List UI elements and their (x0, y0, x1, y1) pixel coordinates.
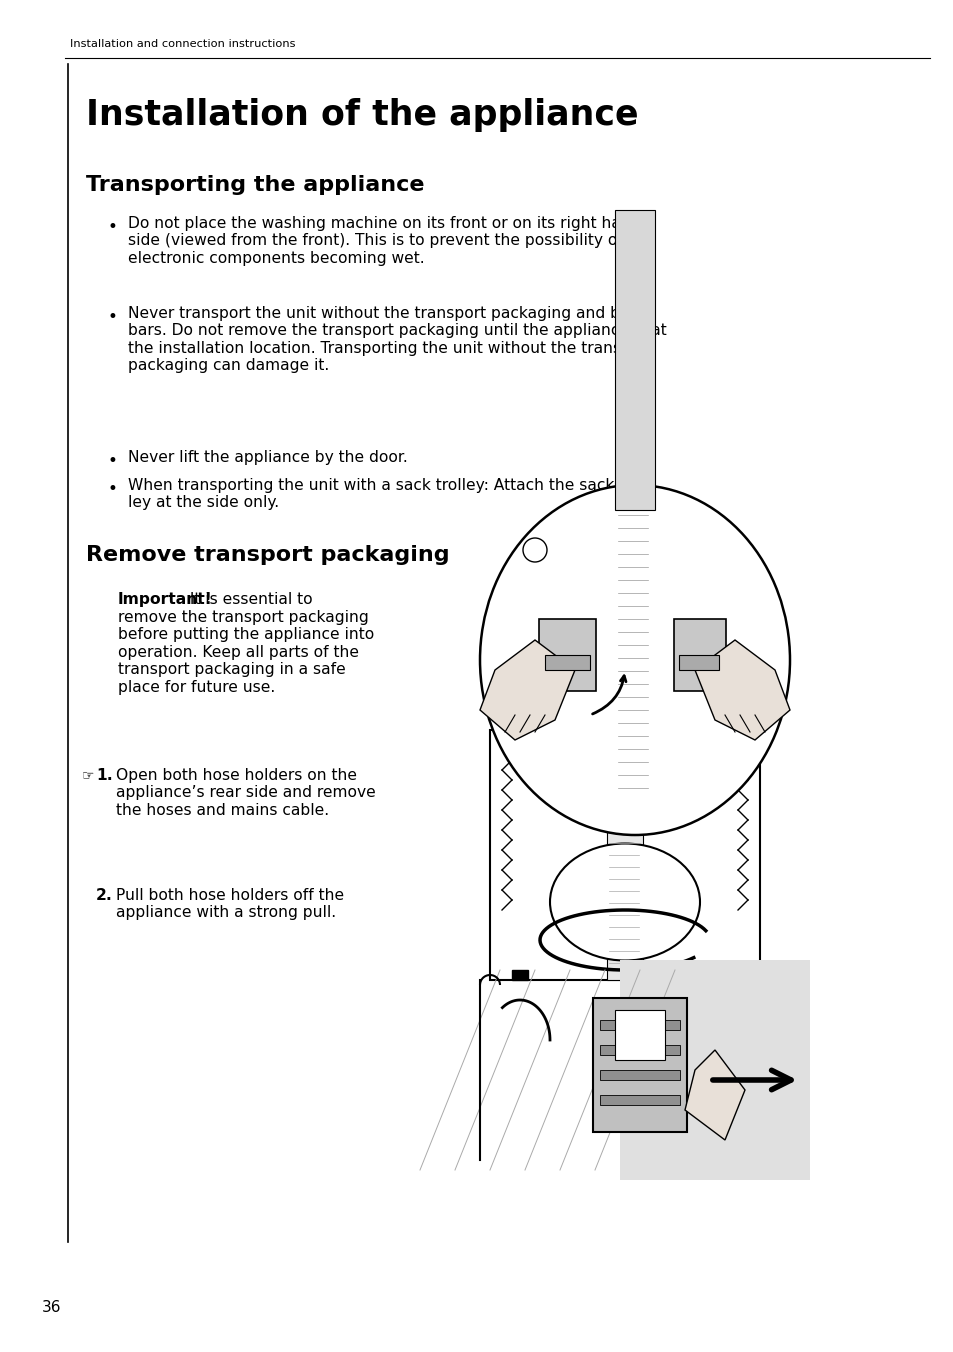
Text: 2.: 2. (96, 888, 112, 903)
Text: Pull both hose holders off the
appliance with a strong pull.: Pull both hose holders off the appliance… (116, 888, 344, 921)
FancyBboxPatch shape (593, 998, 686, 1132)
Bar (599, 1069, 679, 1080)
FancyBboxPatch shape (673, 619, 725, 691)
Text: Installation and connection instructions: Installation and connection instructions (70, 39, 295, 49)
Ellipse shape (479, 485, 789, 836)
Text: 1.: 1. (96, 768, 112, 783)
Bar (721, 969, 738, 980)
Bar (606, 730, 642, 980)
Polygon shape (479, 639, 575, 740)
Polygon shape (684, 1051, 744, 1140)
FancyBboxPatch shape (538, 619, 596, 691)
Bar (599, 1019, 679, 1030)
Bar (599, 1095, 679, 1105)
Text: Do not place the washing machine on its front or on its right hand
side (viewed : Do not place the washing machine on its … (128, 216, 653, 266)
Bar (599, 1045, 679, 1055)
Text: 36: 36 (42, 1301, 61, 1315)
Text: Never lift the appliance by the door.: Never lift the appliance by the door. (128, 450, 407, 465)
Text: Transporting the appliance: Transporting the appliance (86, 174, 424, 195)
Bar (544, 654, 589, 671)
Text: Open both hose holders on the
appliance’s rear side and remove
the hoses and mai: Open both hose holders on the appliance’… (116, 768, 375, 818)
Text: Never transport the unit without the transport packaging and bolts/
bars. Do not: Never transport the unit without the tra… (128, 306, 666, 373)
Text: It is essential to: It is essential to (185, 592, 313, 607)
Bar (512, 969, 527, 980)
Text: •: • (108, 480, 118, 498)
Text: •: • (108, 452, 118, 470)
Text: When transporting the unit with a sack trolley: Attach the sack trol-
ley at the: When transporting the unit with a sack t… (128, 479, 650, 511)
Bar (679, 654, 719, 671)
Text: ☞: ☞ (82, 768, 94, 781)
Bar (615, 210, 655, 510)
Bar (619, 960, 809, 1180)
Text: •: • (108, 218, 118, 237)
Bar (615, 1010, 664, 1060)
Text: Installation of the appliance: Installation of the appliance (86, 97, 638, 132)
Text: •: • (108, 308, 118, 326)
Text: Important!: Important! (118, 592, 213, 607)
Text: Remove transport packaging: Remove transport packaging (86, 545, 449, 565)
Text: remove the transport packaging
before putting the appliance into
operation. Keep: remove the transport packaging before pu… (118, 610, 374, 695)
Ellipse shape (550, 844, 700, 960)
Circle shape (522, 538, 546, 562)
Bar (490, 730, 760, 980)
Polygon shape (695, 639, 789, 740)
